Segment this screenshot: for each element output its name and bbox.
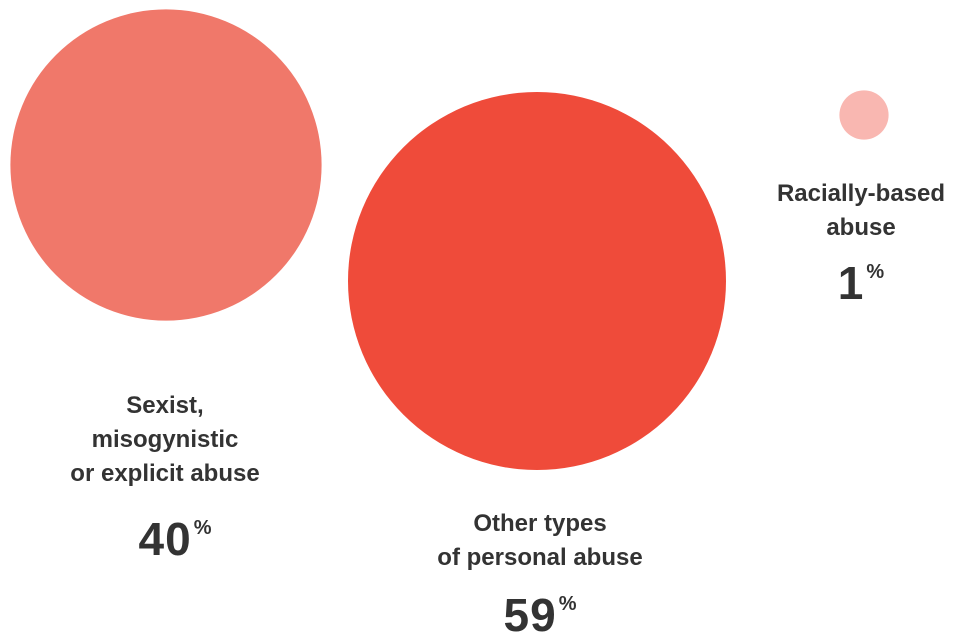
bubble-sexist-abuse [10, 9, 322, 321]
percentage-value: 1 [837, 257, 865, 309]
category-label-line: Sexist, [126, 392, 204, 419]
percentage-sexist-abuse: 40% [100, 516, 250, 562]
percentage-value: 59 [503, 589, 557, 641]
bubble-personal-abuse [348, 92, 726, 470]
percentage-personal-abuse: 59% [465, 592, 615, 638]
category-label-racial-abuse: Racially-based abuse [746, 177, 976, 245]
category-label-personal-abuse: Other types of personal abuse [400, 507, 680, 575]
category-label-line: Racially-based [776, 180, 946, 207]
percent-sign: % [193, 517, 212, 539]
percentage-value: 40 [138, 513, 192, 565]
category-label-line: misogynistic [91, 426, 239, 453]
category-label-line: or explicit abuse [70, 460, 260, 487]
category-label-line: Other types [473, 510, 607, 537]
category-label-line: abuse [826, 214, 896, 241]
percent-sign: % [558, 593, 577, 615]
percent-sign: % [866, 261, 885, 283]
percentage-racial-abuse: 1% [796, 260, 926, 306]
category-label-line: of personal abuse [437, 544, 643, 571]
category-label-sexist-abuse: Sexist, misogynistic or explicit abuse [30, 389, 300, 491]
bubble-racial-abuse [839, 90, 889, 140]
